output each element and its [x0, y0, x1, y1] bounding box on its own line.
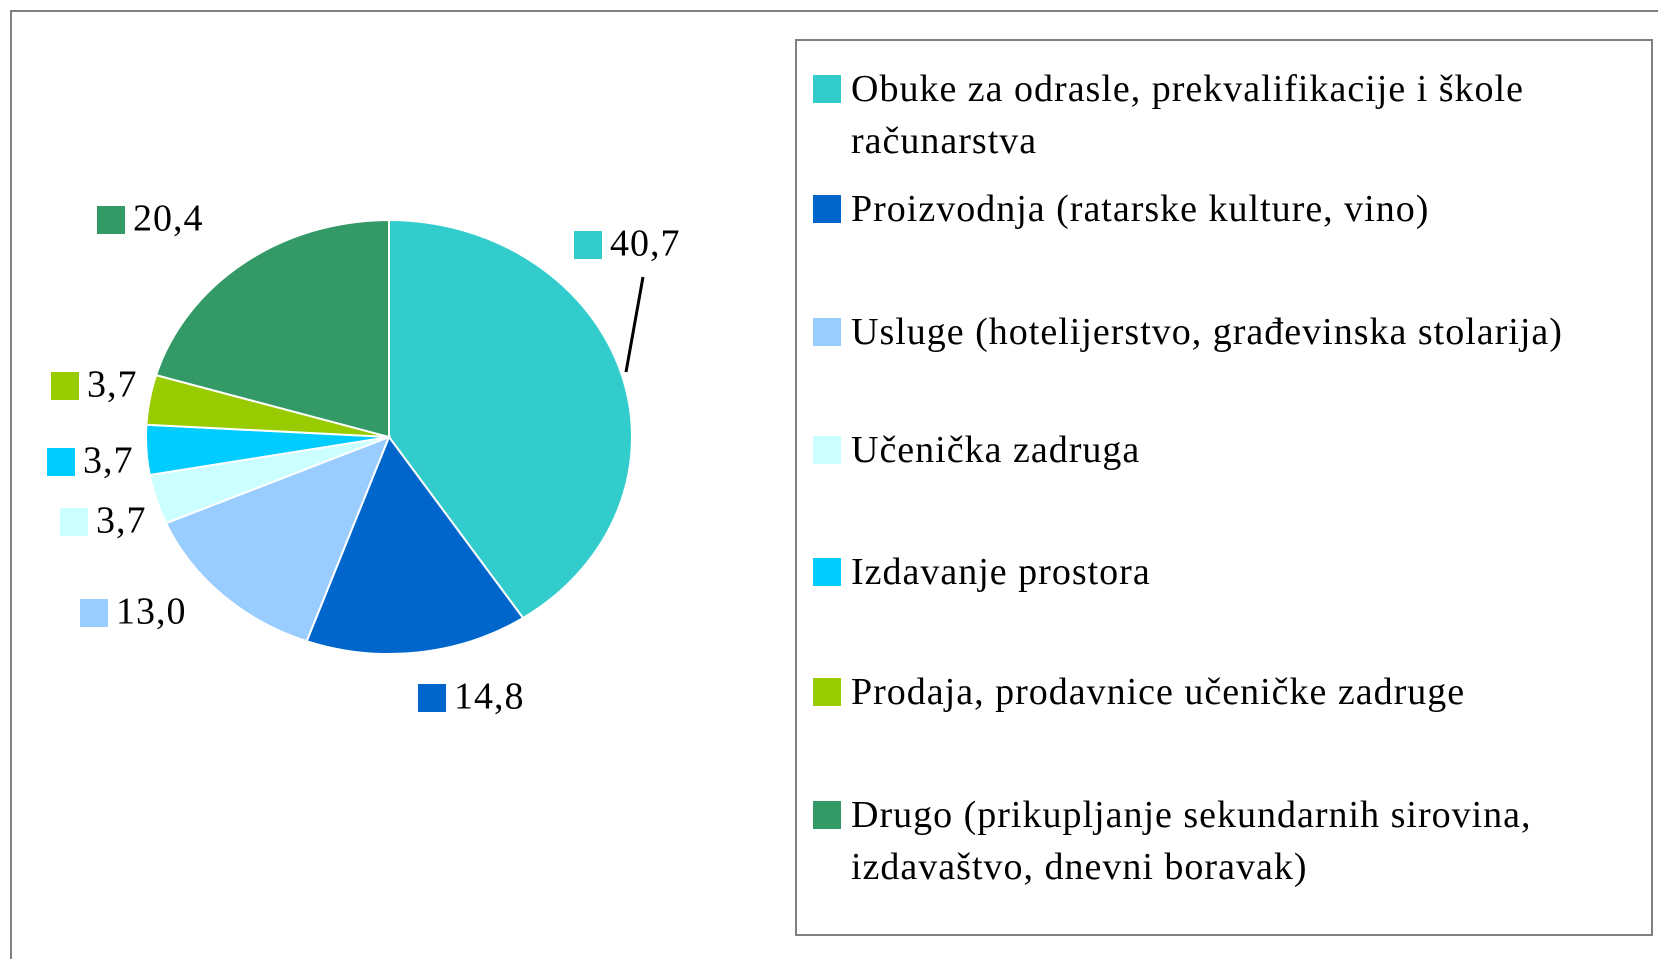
label-swatch — [80, 599, 108, 627]
pie-slice — [305, 434, 525, 655]
label-swatch — [97, 206, 125, 234]
data-label: 3,7 — [87, 364, 138, 406]
legend-label: Prodaja, prodavnice učeničke zadruge — [851, 671, 1466, 713]
label-swatch — [574, 231, 602, 259]
legend-item: Drugo (prikupljanje sekundarnih sirovina… — [813, 789, 1649, 893]
legend-label: Izdavanje prostora — [851, 551, 1151, 593]
legend-item: Proizvodnja (ratarske kulture, vino) — [813, 183, 1649, 235]
label-swatch — [60, 508, 88, 536]
legend-label: Obuke za odrasle, prekvalifikacije i ško… — [851, 68, 1524, 162]
legend-swatch — [813, 75, 841, 103]
legend-label: Drugo (prikupljanje sekundarnih sirovina… — [851, 794, 1532, 888]
data-label: 3,7 — [96, 500, 147, 542]
legend-label: Usluge (hotelijerstvo, građevinska stola… — [851, 311, 1563, 353]
label-swatch — [418, 684, 446, 712]
legend: Obuke za odrasle, prekvalifikacije i ško… — [795, 39, 1653, 936]
label-swatch — [51, 372, 79, 400]
legend-swatch — [813, 558, 841, 586]
label-swatch — [47, 448, 75, 476]
chart-border — [10, 10, 1658, 959]
legend-item: Usluge (hotelijerstvo, građevinska stola… — [813, 306, 1649, 358]
legend-swatch — [813, 318, 841, 346]
legend-swatch — [813, 195, 841, 223]
data-label: 20,4 — [133, 198, 204, 240]
data-label: 13,0 — [116, 591, 187, 633]
legend-swatch — [813, 801, 841, 829]
legend-label: Učenička zadruga — [851, 429, 1141, 471]
data-label: 3,7 — [83, 440, 134, 482]
leader-line — [624, 276, 645, 373]
pie-slice — [164, 435, 391, 643]
legend-item: Izdavanje prostora — [813, 546, 1649, 598]
legend-item: Prodaja, prodavnice učeničke zadruge — [813, 666, 1649, 718]
legend-item: Obuke za odrasle, prekvalifikacije i ško… — [813, 63, 1649, 167]
data-label: 40,7 — [610, 223, 681, 265]
pie-slice — [154, 218, 390, 439]
legend-swatch — [813, 436, 841, 464]
legend-label: Proizvodnja (ratarske kulture, vino) — [851, 188, 1430, 230]
legend-swatch — [813, 678, 841, 706]
data-label: 14,8 — [454, 676, 525, 718]
legend-item: Učenička zadruga — [813, 424, 1649, 476]
